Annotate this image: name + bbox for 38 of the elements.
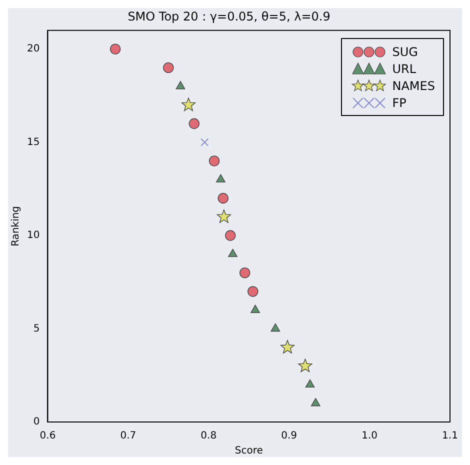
y-tick-label: 15 <box>26 136 40 148</box>
x-tick-label: 0.6 <box>40 430 56 442</box>
chart-title: SMO Top 20 : γ=0.05, θ=5, λ=0.9 <box>128 9 330 24</box>
point <box>163 62 174 74</box>
x-tick-label: 1.0 <box>362 430 378 442</box>
y-axis-title: Ranking <box>10 206 22 246</box>
point <box>225 230 236 241</box>
y-tick-label: 20 <box>26 44 40 55</box>
point <box>305 379 315 388</box>
y-tick-label: 10 <box>26 230 40 242</box>
x-tick-label: 0.7 <box>120 430 136 442</box>
x-tick-label: 0.8 <box>200 430 217 442</box>
point <box>188 118 200 129</box>
point <box>208 156 220 166</box>
point <box>248 286 258 297</box>
point <box>216 210 231 223</box>
point <box>182 98 196 112</box>
x-axis-title: Score <box>234 446 263 457</box>
point <box>239 267 250 278</box>
legend-label: FP <box>392 96 406 110</box>
legend-label: URL <box>392 62 416 76</box>
point <box>228 248 238 258</box>
point <box>110 44 121 54</box>
point <box>250 304 260 313</box>
point <box>280 340 294 354</box>
point <box>270 323 280 332</box>
x-tick-label: 1.1 <box>442 430 458 442</box>
legend-label: NAMES <box>392 78 435 92</box>
legend-label: SUG <box>392 44 418 58</box>
y-tick-label: 5 <box>33 323 40 334</box>
point <box>176 80 186 90</box>
point <box>310 398 320 406</box>
point <box>298 358 312 372</box>
y-tick-label: 0 <box>33 416 40 428</box>
point <box>218 192 228 204</box>
point <box>200 138 209 146</box>
point <box>216 174 226 182</box>
x-tick-label: 0.9 <box>281 430 298 442</box>
